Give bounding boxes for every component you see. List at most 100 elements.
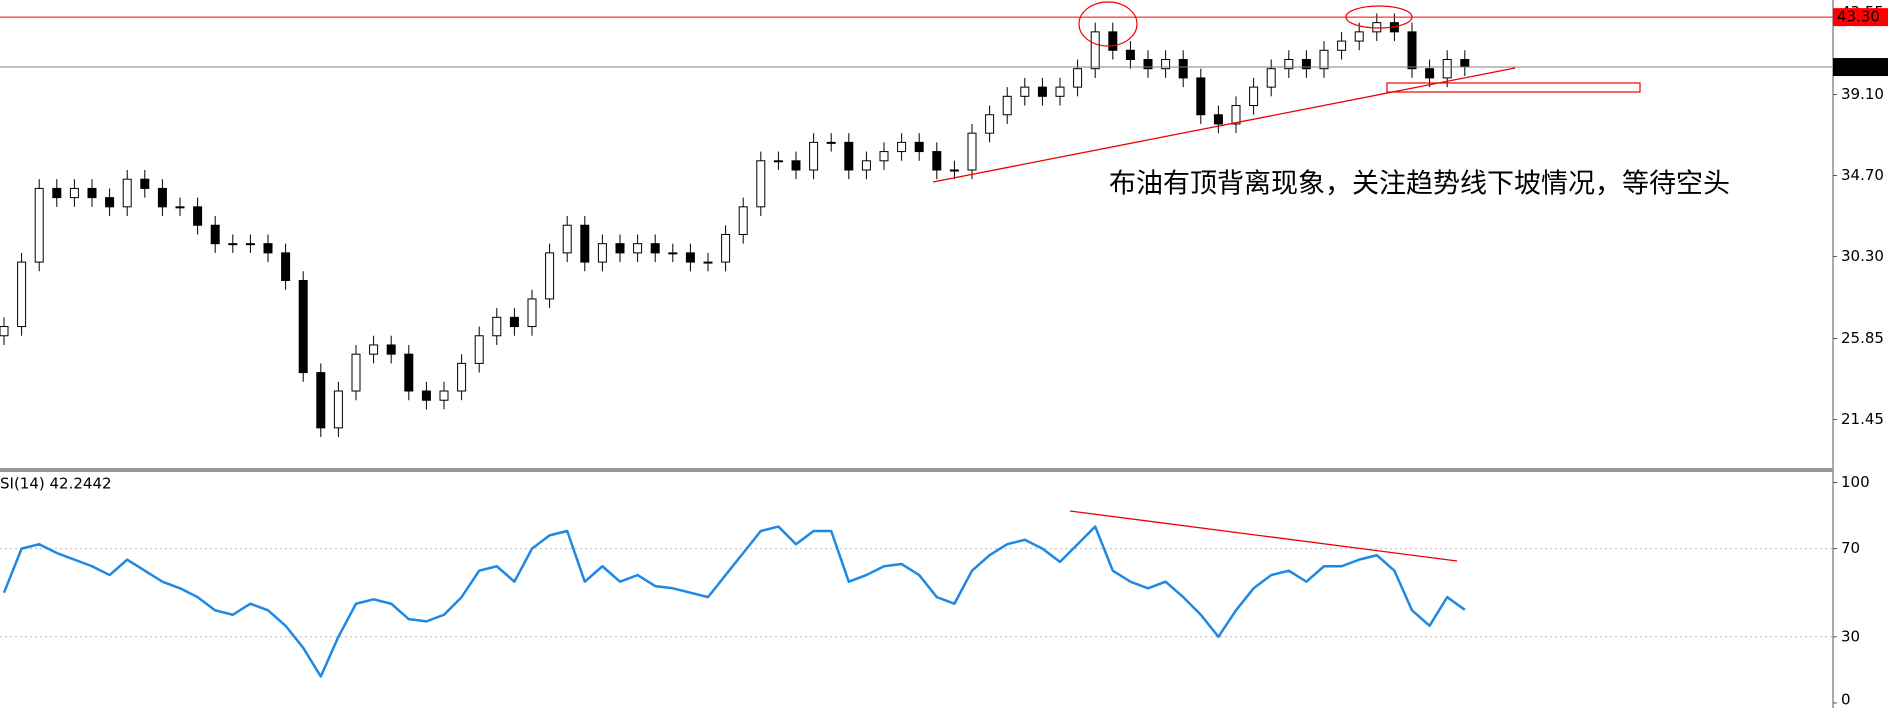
candle-body [1090, 31, 1100, 70]
y-tick-label: 25.85 [1841, 329, 1884, 347]
candle-body [844, 141, 854, 171]
price-tag [1833, 58, 1888, 77]
y-tick-label: 34.70 [1841, 166, 1884, 184]
candle-body [87, 187, 97, 199]
candle-body [1249, 86, 1259, 107]
candle-body [1337, 40, 1347, 51]
annotation: 布油有顶背离现象，关注趋势线下坡情况，等待空头 [1109, 169, 1730, 200]
candle-body [122, 178, 132, 208]
y-tick-label: 100 [1841, 473, 1870, 491]
y-tick-label: 30.30 [1841, 247, 1884, 265]
candle-body [457, 362, 467, 392]
y-tick-label: 70 [1841, 539, 1860, 557]
candle-body [791, 160, 801, 171]
divergence-line [1069, 510, 1458, 562]
candle-body [1037, 86, 1047, 97]
price-tag [1833, 8, 1888, 27]
y-tick-label: 0 [1841, 691, 1851, 708]
candle-body [1196, 77, 1206, 116]
candle-body [351, 353, 361, 392]
candle-body [1425, 68, 1435, 79]
panel-separator [0, 468, 1833, 472]
candle-body [157, 187, 167, 208]
candle-body [1319, 49, 1329, 70]
candle-body [228, 243, 238, 246]
candle-body [985, 114, 995, 134]
peak-circle [1078, 1, 1138, 47]
candle-body [1020, 86, 1030, 97]
candle-body [298, 280, 308, 374]
candle-body [474, 335, 484, 364]
candle-body [949, 169, 959, 172]
candle-body [105, 197, 115, 208]
candle-body [932, 151, 942, 171]
candle-body [1284, 58, 1294, 70]
candle-body [333, 390, 343, 429]
candle-body [756, 160, 766, 208]
candle-body [580, 224, 590, 263]
candle-body [1125, 49, 1135, 60]
candle-body [562, 224, 572, 254]
candle-body [1231, 105, 1241, 125]
candle-body [703, 261, 713, 264]
candle-body [1178, 58, 1188, 79]
candle-body [263, 243, 273, 254]
candle-body [421, 390, 431, 401]
candle-body [492, 316, 502, 337]
candle-body [175, 206, 185, 209]
candle-body [210, 224, 220, 245]
candle-body [193, 206, 203, 226]
candle-body [52, 187, 62, 199]
candle-body [1372, 22, 1382, 33]
y-tick-label: 39.10 [1841, 85, 1884, 103]
candle-body [404, 353, 414, 392]
candle-body [1460, 58, 1470, 68]
candle-body [650, 243, 660, 254]
indicator-title: SI(14) 42.2442 [0, 475, 112, 493]
candle-body [615, 243, 625, 254]
candle-body [1073, 68, 1083, 88]
candle-body [245, 243, 255, 246]
candle-body [967, 132, 977, 171]
candle-body [0, 326, 9, 337]
candle-body [897, 141, 907, 153]
candle-body [509, 316, 519, 328]
candle-body [281, 252, 291, 282]
candle-body [316, 372, 326, 429]
candle-body [1407, 31, 1417, 70]
candle-body [1442, 58, 1452, 79]
rsi-line [2, 525, 1466, 678]
candle-body [386, 344, 396, 355]
price-tag-label: 40.59 [1837, 58, 1880, 76]
candle-body [140, 178, 150, 189]
candle-body [1266, 68, 1276, 88]
candle-body [69, 187, 79, 199]
peak-circle [1345, 5, 1413, 29]
candle-body [1213, 114, 1223, 125]
candle-body [1354, 31, 1364, 42]
candle-body [1143, 58, 1153, 70]
rsi-panel: 0 30 70 100 [0, 473, 1870, 708]
y-tick-label: 21.45 [1841, 410, 1884, 428]
candle-body [773, 160, 783, 163]
candle-body [633, 243, 643, 254]
candle-body [597, 243, 607, 263]
candle-body [1161, 58, 1171, 70]
candle-body [738, 206, 748, 235]
candle-body [527, 298, 537, 328]
candle-body [685, 252, 695, 263]
candle-body [369, 344, 379, 355]
trend-line [932, 67, 1516, 183]
candle-body [1108, 31, 1118, 51]
candle-body [809, 141, 819, 171]
candle-body [668, 252, 678, 255]
candle-body [545, 252, 555, 300]
candle-body [879, 151, 889, 162]
candle-body [861, 160, 871, 171]
y-tick-label: 30 [1841, 627, 1860, 645]
candle-body [1002, 95, 1012, 116]
price-tag-label: 43.30 [1837, 8, 1880, 26]
